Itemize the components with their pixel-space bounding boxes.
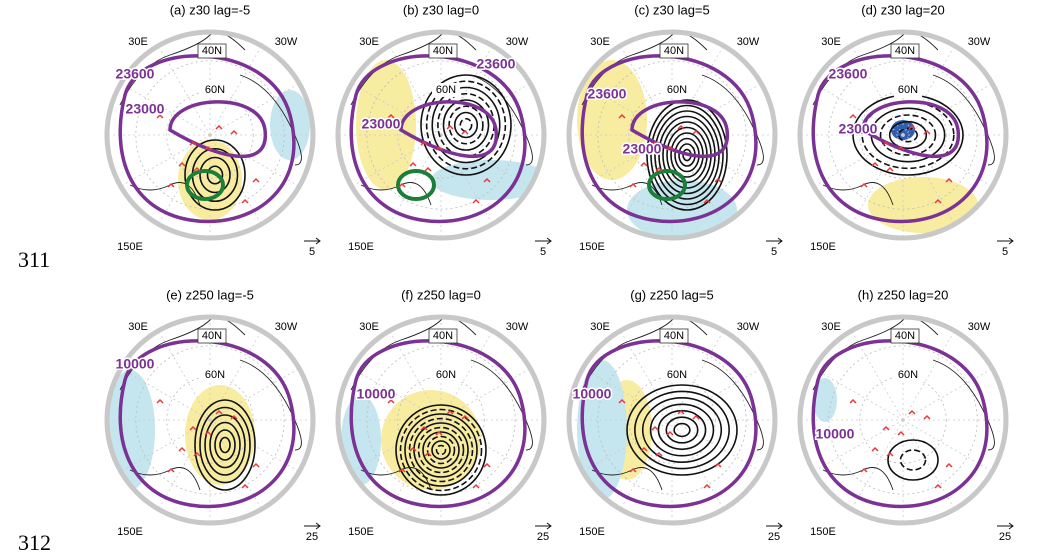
- reference-arrow: [766, 523, 782, 529]
- longitude-label: 30W: [968, 36, 991, 48]
- reference-arrow: [535, 523, 551, 529]
- contour-label: 23600: [116, 66, 155, 82]
- contour-label: 23600: [477, 56, 516, 72]
- reference-arrow: [304, 523, 320, 529]
- longitude-label: 30E: [590, 321, 610, 333]
- longitude-label: 30E: [821, 36, 841, 48]
- panel-title: (b) z30 lag=0: [403, 2, 479, 17]
- reference-scale: 25: [306, 531, 318, 543]
- contour-label: 10000: [816, 426, 855, 442]
- latitude-label: 60N: [667, 369, 687, 381]
- panel-title: (f) z250 lag=0: [401, 287, 481, 302]
- map-panel: (e) z250 lag=-5 30E 30W 150E 40N 60N 10000 25: [105, 287, 320, 542]
- longitude-label: 150E: [348, 526, 374, 538]
- map-panel: (d) z30 lag=20 30E 30W 150E 40N 60N 23600 23000…: [800, 2, 1013, 257]
- longitude-label: 30E: [821, 321, 841, 333]
- latitude-label: 60N: [205, 84, 225, 96]
- longitude-label: 150E: [348, 241, 374, 253]
- reference-scale: 5: [1002, 246, 1008, 258]
- latitude-label: 60N: [898, 84, 918, 96]
- line-number: 311: [18, 247, 50, 272]
- longitude-label: 150E: [579, 241, 605, 253]
- reference-arrow: [535, 238, 551, 244]
- figure: 311 312 (a) z30 lag=-5 30E 30W 150E 40N 60N 2360…: [0, 0, 1053, 554]
- longitude-label: 30E: [128, 321, 148, 333]
- reference-arrow: [304, 238, 320, 244]
- panel-title: (d) z30 lag=20: [861, 2, 944, 17]
- latitude-label: 60N: [436, 84, 456, 96]
- longitude-label: 30W: [506, 36, 529, 48]
- longitude-label: 150E: [117, 526, 143, 538]
- latitude-label: 60N: [667, 84, 687, 96]
- longitude-label: 30W: [275, 36, 298, 48]
- map-panel: (a) z30 lag=-5 30E 30W 150E 40N 60N 23600 23000…: [107, 2, 320, 257]
- reference-arrow: [997, 238, 1013, 244]
- positive-shading: [868, 177, 978, 233]
- latitude-label: 40N: [202, 330, 222, 342]
- contour-label: 23000: [623, 141, 662, 157]
- map-panel: (h) z250 lag=20 30E 30W 150E 40N 60N 10000 25: [800, 287, 1013, 542]
- panel-title: (a) z30 lag=-5: [170, 2, 251, 17]
- longitude-label: 30E: [590, 36, 610, 48]
- contour-label: 23600: [588, 86, 627, 102]
- latitude-label: 60N: [898, 369, 918, 381]
- contour-label: 23600: [829, 66, 868, 82]
- map-panel: (g) z250 lag=5 30E 30W 150E 40N 60N 10000 25: [569, 287, 782, 542]
- reference-scale: 25: [537, 531, 549, 543]
- panel-title: (g) z250 lag=5: [630, 287, 713, 302]
- reference-scale: 5: [540, 246, 546, 258]
- longitude-label: 30E: [359, 36, 379, 48]
- latitude-label: 40N: [202, 45, 222, 57]
- contour-label: 10000: [573, 386, 612, 402]
- longitude-label: 30E: [359, 321, 379, 333]
- negative-shading: [341, 395, 381, 485]
- longitude-label: 150E: [810, 241, 836, 253]
- contour-label: 10000: [116, 356, 155, 372]
- longitude-label: 30W: [737, 36, 760, 48]
- reference-scale: 25: [999, 531, 1011, 543]
- latitude-label: 40N: [664, 330, 684, 342]
- latitude-label: 60N: [436, 369, 456, 381]
- reference-arrow: [766, 238, 782, 244]
- latitude-label: 40N: [895, 330, 915, 342]
- reference-scale: 5: [771, 246, 777, 258]
- map-panel: (f) z250 lag=0 30E 30W 150E 40N 60N 10000 25: [338, 287, 551, 542]
- panel-title: (e) z250 lag=-5: [166, 287, 254, 302]
- map-panel: (b) z30 lag=0 30E 30W 150E 40N 60N 23600 23000 5: [338, 2, 551, 257]
- longitude-label: 150E: [579, 526, 605, 538]
- line-number: 312: [18, 530, 51, 554]
- contour-label: 23000: [126, 101, 165, 117]
- reference-scale: 5: [309, 246, 315, 258]
- longitude-label: 150E: [117, 241, 143, 253]
- longitude-label: 30W: [737, 321, 760, 333]
- map-panel: (c) z30 lag=5 30E 30W 150E 40N 60N 23600 23000 5: [569, 2, 782, 257]
- reference-arrow: [997, 523, 1013, 529]
- latitude-label: 40N: [433, 45, 453, 57]
- longitude-label: 30W: [506, 321, 529, 333]
- contour-label: 10000: [357, 386, 396, 402]
- latitude-label: 40N: [433, 330, 453, 342]
- longitude-label: 30W: [968, 321, 991, 333]
- contour-label: 23000: [362, 116, 401, 132]
- contour-label: 23000: [839, 121, 878, 137]
- longitude-label: 30W: [275, 321, 298, 333]
- latitude-label: 60N: [205, 369, 225, 381]
- panel-title: (c) z30 lag=5: [634, 2, 710, 17]
- reference-scale: 25: [768, 531, 780, 543]
- latitude-label: 40N: [664, 45, 684, 57]
- panel-title: (h) z250 lag=20: [858, 287, 949, 302]
- longitude-label: 150E: [810, 526, 836, 538]
- longitude-label: 30E: [128, 36, 148, 48]
- latitude-label: 40N: [895, 45, 915, 57]
